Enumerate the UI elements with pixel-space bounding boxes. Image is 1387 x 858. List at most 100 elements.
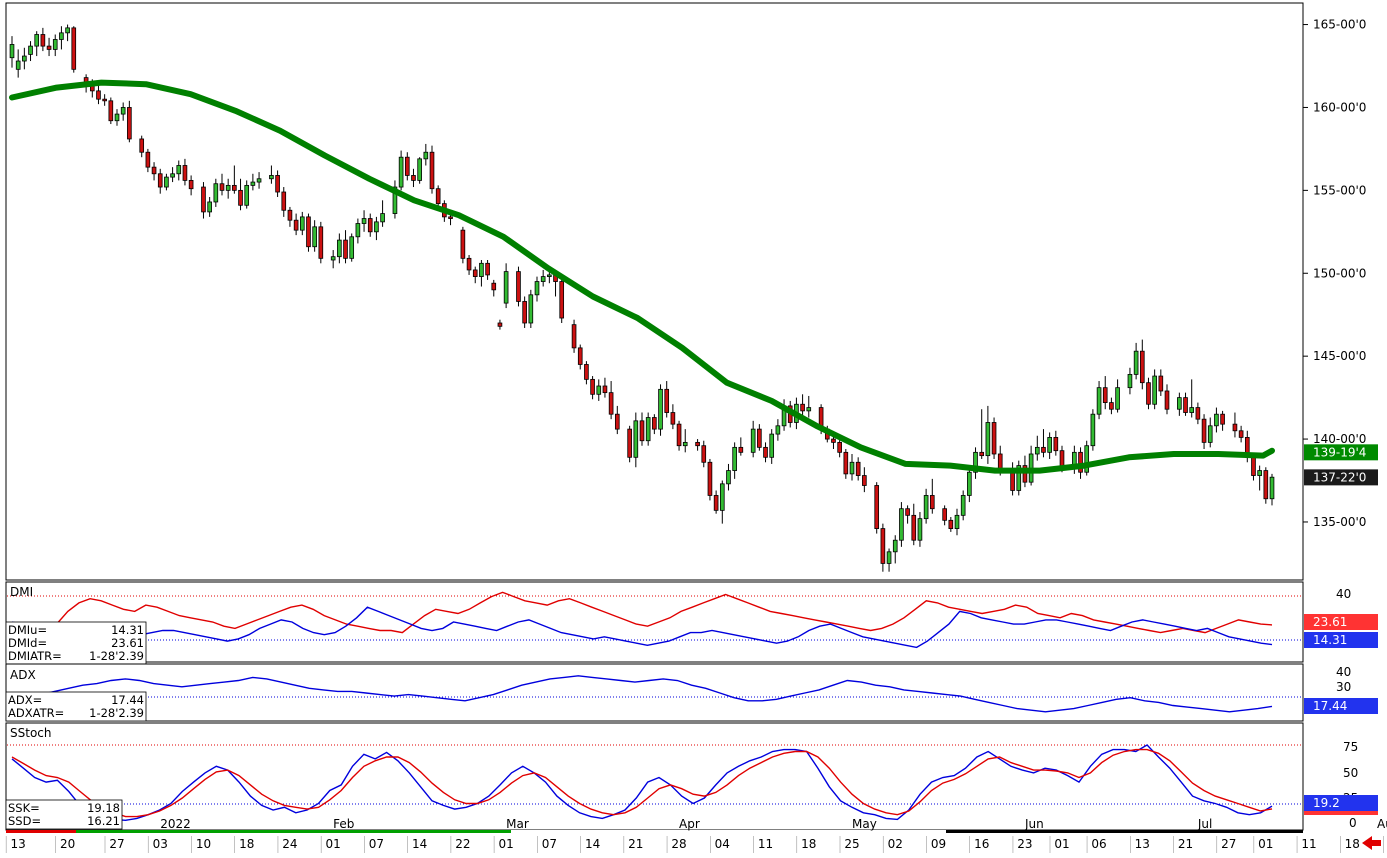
candle-body-up	[967, 471, 972, 496]
candle	[911, 503, 917, 546]
candle-body-down	[108, 100, 114, 122]
date-label: 13	[1135, 837, 1150, 851]
date-label: 16	[974, 837, 989, 851]
month-label: Aug	[1377, 817, 1387, 831]
candle-body-down	[713, 495, 719, 511]
dmi-up-tag-text: 14.31	[1313, 633, 1347, 647]
date-label: 01	[326, 837, 341, 851]
candle-body-down	[281, 191, 287, 211]
candle	[411, 168, 416, 188]
stoch-d-line	[11, 748, 1273, 818]
candle	[960, 490, 966, 521]
candle	[108, 97, 114, 125]
candle-body-down	[652, 417, 657, 430]
candle	[299, 211, 305, 236]
scroll-right-arrow-icon[interactable]	[1362, 836, 1381, 850]
date-label: 02	[888, 837, 903, 851]
dmi-panel-frame	[5, 581, 1304, 663]
candle	[967, 467, 972, 503]
candle-body-up	[244, 184, 250, 206]
adx-tags: 17.44	[1304, 698, 1378, 714]
candle-body-up	[923, 495, 929, 520]
candle-body-up	[658, 388, 663, 430]
candle-body-down	[435, 188, 441, 205]
candle-body-up	[120, 107, 126, 115]
dmi-scale-40: 40	[1336, 587, 1351, 601]
candle-body-up	[806, 407, 812, 412]
adx-panel: ADX 40 30 ADX= 17.44 ADXATR= 1-28'2.39 17.4…	[5, 663, 1378, 722]
candle	[1034, 435, 1040, 461]
candle	[1096, 381, 1102, 420]
candle-body-up	[528, 294, 534, 324]
stoch-k-tag-text: 19.2	[1313, 796, 1340, 810]
candle-body-down	[367, 218, 373, 233]
dmi-lines	[11, 591, 1273, 649]
price-tick-label: 160-00'0	[1313, 100, 1366, 114]
candle	[1164, 384, 1170, 415]
candle-body-up	[207, 201, 212, 213]
candle-body-down	[757, 428, 762, 448]
adx-values-box: ADX= 17.44 ADXATR= 1-28'2.39	[5, 691, 147, 722]
candle-body-up	[1115, 387, 1120, 410]
candle	[652, 414, 657, 435]
date-label: 07	[542, 837, 557, 851]
candle-body-down	[460, 229, 466, 259]
date-label: 14	[585, 837, 600, 851]
candle-body-up	[1257, 470, 1262, 476]
candle-body-down	[188, 180, 194, 190]
candle	[460, 226, 466, 264]
date-label: 27	[1221, 837, 1236, 851]
candle	[800, 394, 805, 416]
candle	[627, 425, 632, 463]
candle-body-down	[880, 528, 886, 564]
candle-body-up	[682, 441, 688, 447]
candle-body-up	[1152, 375, 1157, 405]
adx-title: ADX	[10, 668, 36, 682]
date-label: 21	[1178, 837, 1193, 851]
candle	[750, 420, 756, 458]
candle	[917, 512, 923, 547]
candle-body-down	[96, 90, 101, 100]
candle	[1127, 367, 1133, 395]
candle	[954, 508, 960, 536]
candle-body-down	[145, 151, 151, 168]
candle-body-down	[639, 420, 645, 442]
price-tick-label: 150-00'0	[1313, 266, 1366, 280]
candle-body-up	[330, 256, 336, 261]
candle	[127, 100, 132, 143]
date-label: 23	[1017, 837, 1032, 851]
candle	[337, 233, 342, 264]
candle-body-down	[855, 461, 861, 476]
candle-body-up	[34, 34, 40, 47]
candle-body-up	[380, 213, 385, 223]
candle	[71, 26, 77, 73]
candle	[1183, 392, 1188, 416]
candle-body-down	[1102, 387, 1108, 403]
time-axis-bar	[6, 830, 1303, 853]
candle	[22, 47, 27, 70]
candle	[1195, 402, 1201, 425]
date-label: 06	[1091, 837, 1106, 851]
candle	[15, 49, 21, 78]
candle-body-up	[1269, 476, 1275, 500]
dmi-tags: 23.61 14.31	[1304, 614, 1378, 648]
candle	[287, 206, 293, 227]
candle-body-up	[899, 508, 904, 541]
candle-body-down	[306, 216, 311, 248]
date-label: 13	[11, 837, 26, 851]
date-label: 04	[715, 837, 730, 851]
candle	[472, 266, 478, 284]
candle-body-down	[318, 226, 324, 259]
candle	[139, 135, 145, 158]
candle	[398, 150, 404, 191]
candle	[590, 376, 595, 400]
candle-body-down	[979, 451, 985, 457]
candle-body-down	[102, 98, 107, 102]
candle-body-down	[1232, 423, 1238, 432]
candle	[479, 259, 484, 287]
candle-body-up	[633, 420, 639, 458]
month-label: Feb	[333, 817, 354, 831]
price-tick-label: 135-00'0	[1313, 515, 1366, 529]
adx-box-label: ADXATR=	[8, 706, 64, 720]
candle-body-up	[886, 551, 892, 564]
